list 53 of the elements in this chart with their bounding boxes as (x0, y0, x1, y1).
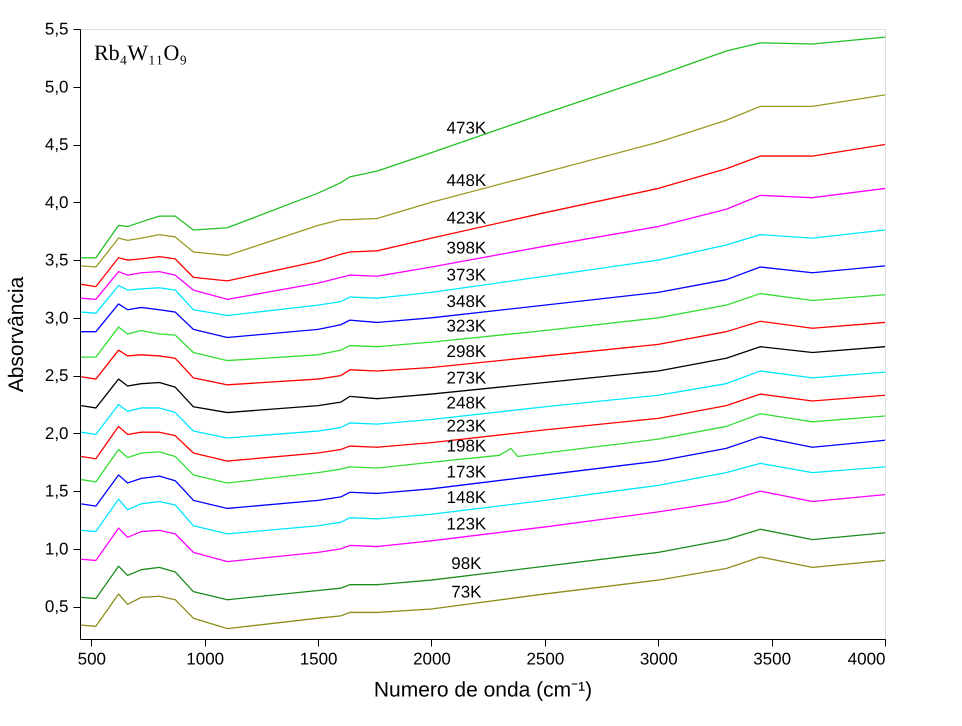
line-series (80, 413, 886, 484)
series-label: 398K (446, 238, 487, 258)
line-series (80, 36, 886, 258)
line-series (80, 436, 886, 510)
y-tick-label: 4,5 (44, 135, 68, 154)
line-series (80, 265, 886, 338)
series-label: 423K (446, 208, 487, 228)
x-tick-label: 4000 (848, 650, 886, 668)
x-axis-title: Numero de onda (cm⁻¹) (374, 678, 592, 702)
series-label: 123K (446, 514, 487, 534)
series-label: 198K (446, 436, 487, 456)
line-series (80, 94, 886, 268)
line-series (80, 556, 886, 630)
x-tick-label: 3500 (753, 650, 792, 668)
y-tick-label: 5,5 (44, 20, 68, 38)
line-series (80, 144, 886, 288)
line-series (80, 462, 886, 535)
y-tick-label: 2,0 (44, 424, 68, 443)
y-tick-label: 1,5 (44, 482, 68, 501)
line-series (80, 320, 886, 386)
y-tick-label: 2,5 (44, 366, 68, 386)
line-series (80, 528, 886, 600)
y-tick-label: 5,0 (44, 77, 68, 96)
series-label: 98K (451, 554, 482, 573)
line-series (80, 370, 886, 439)
series-label: 273K (446, 368, 487, 388)
series-label: 223K (446, 416, 487, 436)
series-label: 148K (446, 488, 487, 507)
annotation: Rb₄W₁₁O₉ (94, 40, 188, 65)
series-label: 298K (446, 342, 487, 361)
y-axis-title: Absorvância (4, 276, 28, 392)
x-tick-label: 500 (78, 650, 106, 668)
y-tick-label: 0,5 (44, 597, 68, 616)
line-series (80, 393, 886, 462)
series-label: 373K (446, 265, 487, 284)
y-tick-label: 3,5 (44, 250, 68, 270)
y-tick-label: 1,0 (44, 539, 68, 558)
y-tick-label: 3,0 (44, 308, 68, 328)
series-label: 323K (446, 316, 487, 336)
x-tick-label: 1000 (186, 650, 224, 668)
y-tick-label: 4,0 (44, 192, 68, 212)
x-tick-label: 2500 (526, 650, 564, 668)
series-label: 173K (446, 462, 487, 482)
series-label: 448K (446, 171, 487, 190)
x-tick-label: 2000 (413, 650, 451, 668)
x-tick-label: 1500 (300, 650, 338, 668)
series-label: 473K (446, 118, 487, 138)
line-series (80, 292, 886, 362)
series-label: 73K (451, 582, 482, 602)
line-series (80, 229, 886, 316)
series-label: 348K (446, 292, 487, 311)
x-tick-label: 3000 (640, 650, 678, 668)
series-label: 248K (446, 394, 487, 413)
